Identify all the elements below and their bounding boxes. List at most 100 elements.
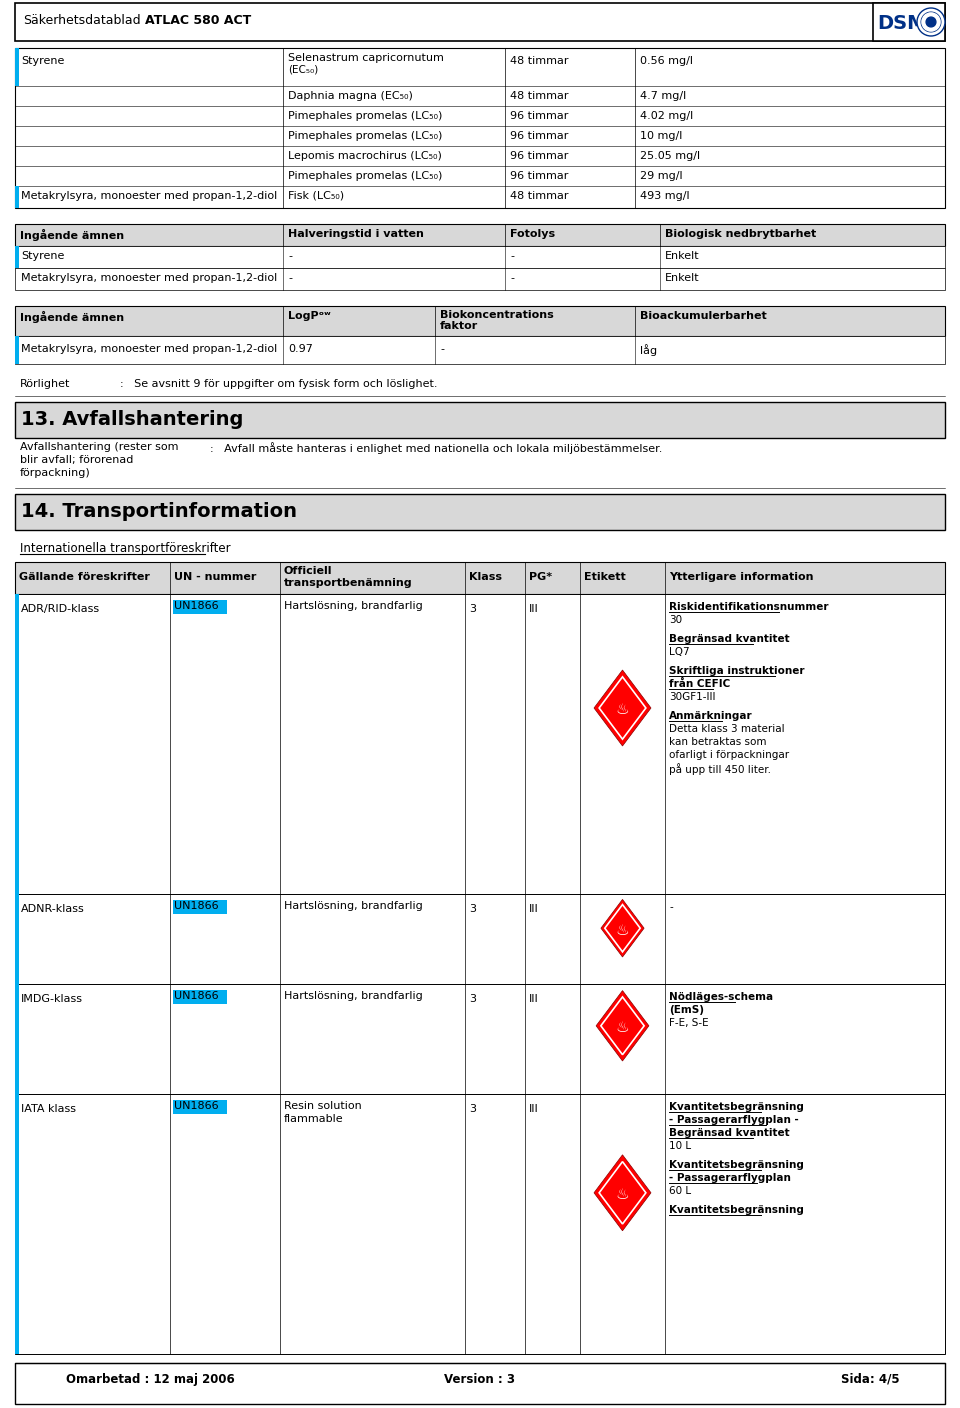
Text: Internationella transportföreskrifter: Internationella transportföreskrifter: [20, 542, 230, 555]
Text: UN1866: UN1866: [174, 601, 219, 611]
Text: ATLAC 580 ACT: ATLAC 580 ACT: [145, 14, 252, 27]
Text: faktor: faktor: [440, 321, 478, 331]
Text: från CEFIC: från CEFIC: [669, 679, 731, 689]
Text: UN1866: UN1866: [174, 901, 219, 911]
Bar: [15, 246, 945, 268]
Text: Ingående ämnen: Ingående ämnen: [20, 230, 124, 241]
Bar: [15, 494, 945, 529]
Text: kan betraktas som: kan betraktas som: [669, 736, 766, 748]
Text: 14. Transportinformation: 14. Transportinformation: [21, 503, 297, 521]
Bar: [173, 1100, 227, 1114]
Text: ADR/RID-klass: ADR/RID-klass: [21, 604, 100, 614]
Text: 96 timmar: 96 timmar: [510, 170, 568, 182]
Text: Gällande föreskrifter: Gällande föreskrifter: [19, 572, 150, 582]
Text: -: -: [510, 273, 514, 283]
Text: Ytterligare information: Ytterligare information: [669, 572, 813, 582]
Text: Fotolys: Fotolys: [510, 230, 555, 239]
Text: Detta klass 3 material: Detta klass 3 material: [669, 724, 784, 734]
Text: III: III: [529, 604, 539, 614]
Polygon shape: [601, 900, 644, 957]
Text: ♨: ♨: [615, 703, 630, 718]
Text: Biokoncentrations: Biokoncentrations: [440, 310, 554, 320]
Text: Etikett: Etikett: [584, 572, 626, 582]
Text: -: -: [288, 273, 292, 283]
Bar: [15, 186, 19, 208]
Text: -: -: [510, 251, 514, 260]
Text: Hartslösning, brandfarlig: Hartslösning, brandfarlig: [284, 601, 422, 611]
Text: 96 timmar: 96 timmar: [510, 131, 568, 141]
Text: Styrene: Styrene: [21, 251, 64, 260]
Text: UN1866: UN1866: [174, 1101, 219, 1111]
Text: IMDG-klass: IMDG-klass: [21, 994, 83, 1004]
Text: - Passagerarflygplan: - Passagerarflygplan: [669, 1173, 791, 1183]
Text: Metakrylsyra, monoester med propan-1,2-diol: Metakrylsyra, monoester med propan-1,2-d…: [21, 191, 277, 201]
Text: -: -: [288, 251, 292, 260]
Text: Pimephales promelas (LC₅₀): Pimephales promelas (LC₅₀): [288, 170, 443, 182]
Text: Skriftliga instruktioner: Skriftliga instruktioner: [669, 666, 804, 676]
Bar: [15, 337, 19, 365]
Bar: [15, 3, 945, 41]
Text: 4.7 mg/l: 4.7 mg/l: [640, 92, 686, 101]
Text: 29 mg/l: 29 mg/l: [640, 170, 683, 182]
Text: Klass: Klass: [469, 572, 502, 582]
Text: Sida: 4/5: Sida: 4/5: [841, 1373, 900, 1385]
Bar: [873, 3, 945, 41]
Text: Begränsad kvantitet: Begränsad kvantitet: [669, 634, 790, 643]
Text: 48 timmar: 48 timmar: [510, 191, 568, 201]
Text: 60 L: 60 L: [669, 1186, 691, 1195]
Text: - Passagerarflygplan -: - Passagerarflygplan -: [669, 1115, 799, 1125]
Text: -: -: [669, 903, 673, 912]
Text: blir avfall; förorenad: blir avfall; förorenad: [20, 455, 133, 465]
Text: ADNR-klass: ADNR-klass: [21, 904, 84, 914]
Bar: [15, 894, 19, 984]
Text: Enkelt: Enkelt: [665, 251, 700, 260]
Bar: [173, 900, 227, 914]
Polygon shape: [596, 991, 649, 1062]
Text: 25.05 mg/l: 25.05 mg/l: [640, 151, 700, 161]
Text: Omarbetad : 12 maj 2006: Omarbetad : 12 maj 2006: [65, 1373, 234, 1385]
Text: ♨: ♨: [615, 1021, 630, 1035]
Bar: [15, 894, 945, 984]
Text: IATA klass: IATA klass: [21, 1104, 76, 1114]
Text: Pimephales promelas (LC₅₀): Pimephales promelas (LC₅₀): [288, 111, 443, 121]
Text: (EmS): (EmS): [669, 1005, 704, 1015]
Text: Styrene: Styrene: [21, 56, 64, 66]
Text: Avfallshantering (rester som: Avfallshantering (rester som: [20, 442, 179, 452]
Text: 0.56 mg/l: 0.56 mg/l: [640, 56, 693, 66]
Text: Pimephales promelas (LC₅₀): Pimephales promelas (LC₅₀): [288, 131, 443, 141]
Text: 48 timmar: 48 timmar: [510, 92, 568, 101]
Text: Kvantitetsbegränsning: Kvantitetsbegränsning: [669, 1102, 804, 1112]
Text: 3: 3: [469, 604, 476, 614]
Text: PG*: PG*: [529, 572, 552, 582]
Text: 48 timmar: 48 timmar: [510, 56, 568, 66]
Text: låg: låg: [640, 344, 658, 356]
Text: 96 timmar: 96 timmar: [510, 111, 568, 121]
Text: Biologisk nedbrytbarhet: Biologisk nedbrytbarhet: [665, 230, 816, 239]
Bar: [15, 594, 19, 894]
Text: UN1866: UN1866: [174, 991, 219, 1001]
Circle shape: [926, 17, 936, 27]
Text: Enkelt: Enkelt: [665, 273, 700, 283]
Text: 10 mg/l: 10 mg/l: [640, 131, 683, 141]
Bar: [15, 48, 945, 208]
Bar: [15, 224, 945, 246]
Text: 3: 3: [469, 994, 476, 1004]
Text: flammable: flammable: [284, 1114, 344, 1124]
Text: Hartslösning, brandfarlig: Hartslösning, brandfarlig: [284, 901, 422, 911]
Text: Ingående ämnen: Ingående ämnen: [20, 311, 124, 322]
Text: ♨: ♨: [615, 922, 630, 938]
Text: Selenastrum capricornutum: Selenastrum capricornutum: [288, 54, 444, 63]
Bar: [15, 1363, 945, 1404]
Text: Resin solution: Resin solution: [284, 1101, 362, 1111]
Text: DSM: DSM: [877, 14, 926, 32]
Bar: [15, 984, 19, 1094]
Text: Halveringstid i vatten: Halveringstid i vatten: [288, 230, 424, 239]
Text: ♨: ♨: [615, 1187, 630, 1202]
Text: 30GF1-III: 30GF1-III: [669, 691, 715, 703]
Text: Version : 3: Version : 3: [444, 1373, 516, 1385]
Text: Nödläges-schema: Nödläges-schema: [669, 993, 773, 1002]
Text: UN - nummer: UN - nummer: [174, 572, 256, 582]
Text: -: -: [440, 344, 444, 353]
Text: Rörlighet: Rörlighet: [20, 379, 70, 389]
Text: Metakrylsyra, monoester med propan-1,2-diol: Metakrylsyra, monoester med propan-1,2-d…: [21, 344, 277, 353]
